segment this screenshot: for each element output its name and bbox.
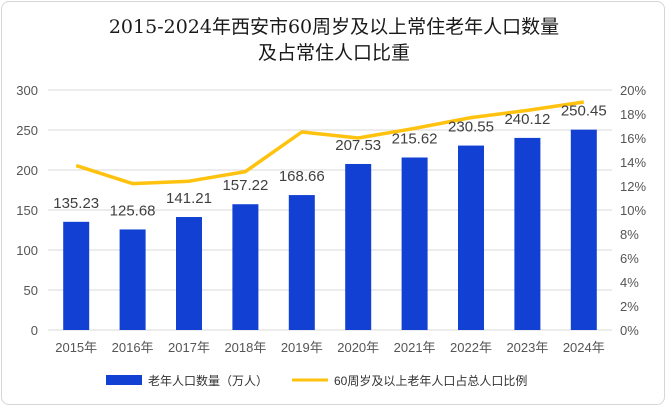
bar-data-label: 250.45 [561, 103, 607, 120]
y-left-tick-label: 250 [16, 123, 38, 138]
x-tick-label: 2018年 [224, 340, 266, 355]
y-right-tick-label: 0% [620, 323, 639, 338]
x-tick-label: 2021年 [394, 340, 436, 355]
x-tick-label: 2024年 [563, 340, 605, 355]
y-left-tick-label: 200 [16, 163, 38, 178]
bar-data-label: 168.66 [279, 168, 325, 185]
bar-data-label: 157.22 [222, 177, 268, 194]
x-tick-label: 2016年 [112, 340, 154, 355]
bar-data-label: 207.53 [335, 137, 381, 154]
chart-title-line2: 及占常住人口比重 [257, 42, 410, 64]
y-right-tick-label: 2% [620, 299, 639, 314]
bar-data-label: 240.12 [504, 111, 550, 128]
bar-data-label: 135.23 [53, 195, 99, 212]
y-right-tick-label: 8% [620, 227, 639, 242]
legend-label-line: 60周岁及以上老年人口占总人口比例 [334, 373, 527, 388]
y-left-tick-label: 150 [16, 203, 38, 218]
bar [288, 195, 315, 330]
x-tick-label: 2022年 [450, 340, 492, 355]
y-right-tick-label: 10% [620, 203, 646, 218]
y-left-tick-label: 50 [24, 283, 38, 298]
y-right-tick-label: 6% [620, 251, 639, 266]
y-right-tick-label: 4% [620, 275, 639, 290]
y-left-tick-label: 100 [16, 243, 38, 258]
x-tick-label: 2023年 [506, 340, 548, 355]
bar-data-label: 230.55 [448, 119, 494, 136]
bar [514, 137, 541, 330]
bar-data-label: 141.21 [166, 190, 212, 207]
y-right-tick-label: 14% [620, 155, 646, 170]
x-tick-label: 2020年 [337, 340, 379, 355]
y-right-tick-label: 12% [620, 179, 646, 194]
x-tick-label: 2017年 [168, 340, 210, 355]
bar [232, 204, 259, 330]
bar [458, 145, 484, 330]
y-right-tick-label: 16% [620, 131, 646, 146]
x-tick-label: 2019年 [281, 340, 323, 355]
y-right-tick-label: 18% [620, 107, 646, 122]
bar [63, 221, 90, 330]
bar [401, 157, 428, 330]
bar-data-label: 215.62 [392, 131, 438, 148]
y-right-tick-label: 20% [620, 83, 646, 98]
bar [119, 229, 146, 330]
bar [570, 129, 597, 330]
legend-label-bar: 老年人口数量（万人） [148, 373, 268, 388]
y-left-tick-label: 0 [31, 323, 38, 338]
bar-data-label: 125.68 [110, 202, 156, 219]
y-left-tick-label: 300 [16, 83, 38, 98]
legend-swatch-bar [106, 375, 142, 385]
chart-title-line1: 2015-2024年西安市60周岁及以上常住老年人口数量 [108, 16, 560, 38]
bar [345, 163, 372, 330]
line-series-ratio [75, 100, 585, 186]
x-tick-label: 2015年 [55, 340, 97, 355]
bar [176, 217, 202, 330]
